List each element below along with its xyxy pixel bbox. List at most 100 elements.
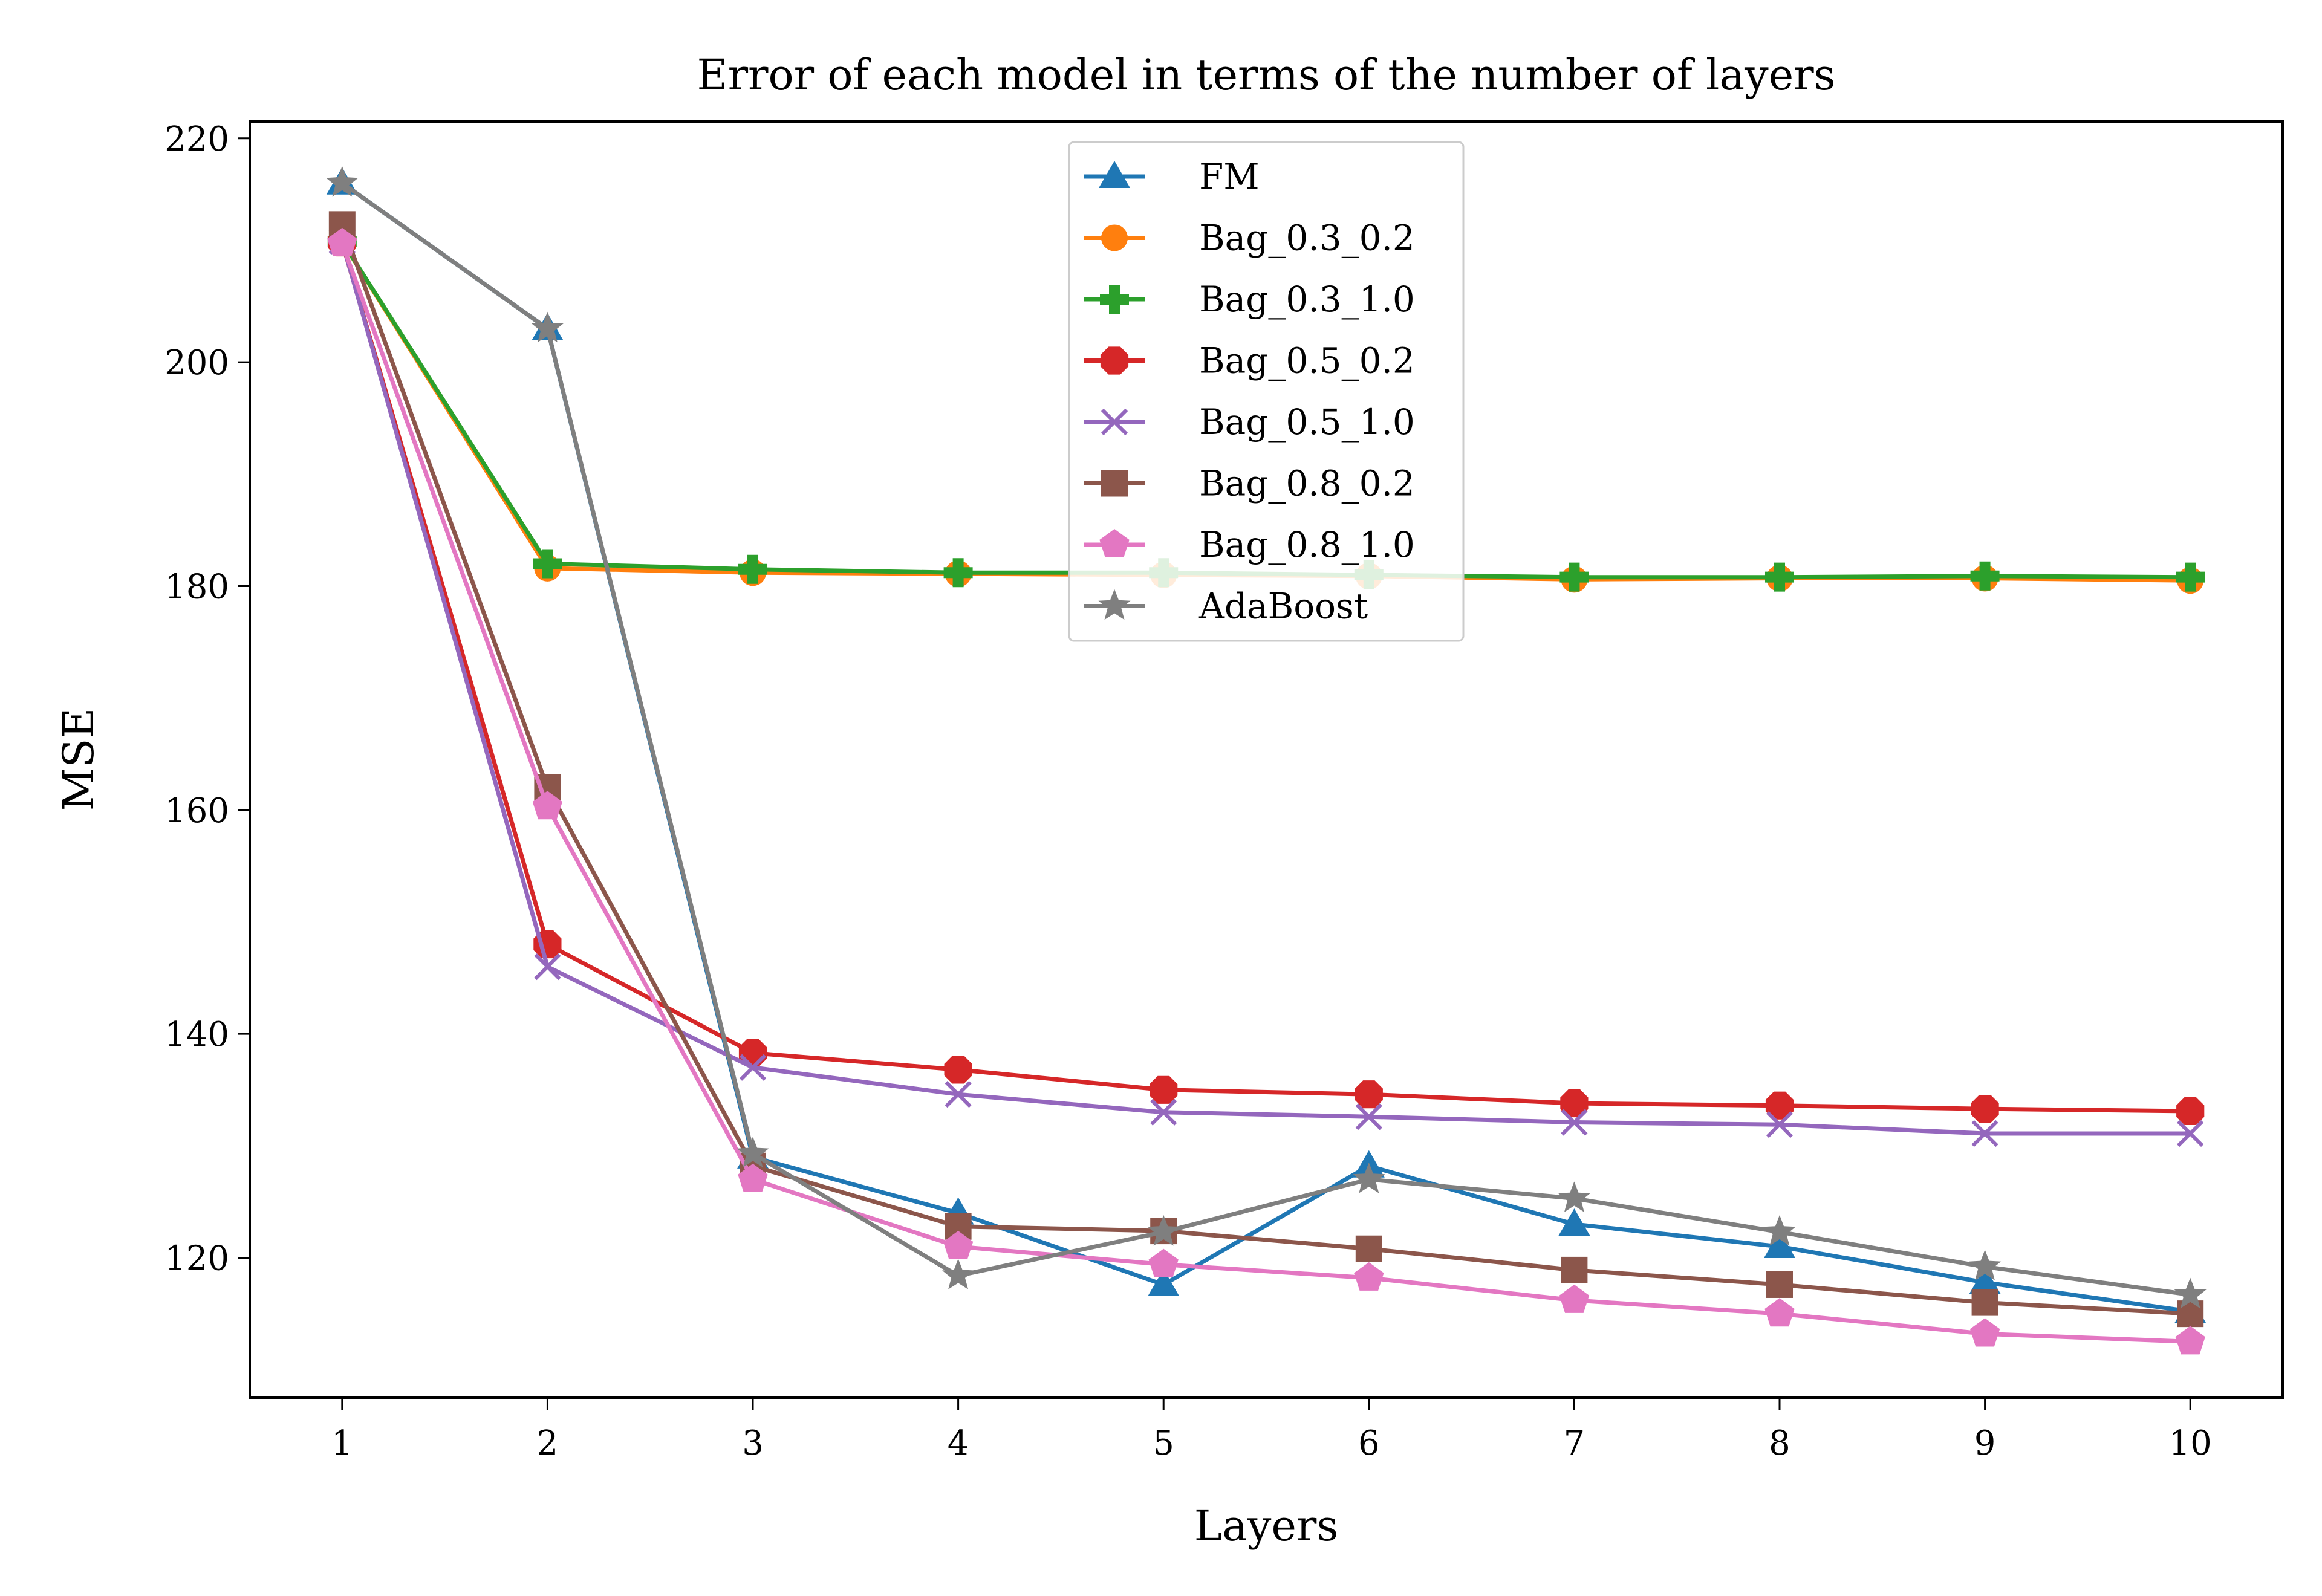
data-point-bag-0-5-1-0 [534,953,561,981]
data-point-bag-0-3-1-0 [1764,562,1794,592]
y-tick-label: 180 [164,567,229,606]
data-point-bag-0-5-0-2 [944,1056,972,1084]
x-tick-label: 8 [1769,1424,1790,1463]
legend: FM Bag_0.3_0.2 Bag_0.3_1.0 Bag_0.5_0.2 Bag_0… [1068,141,1465,642]
data-point-bag-0-8-1-0 [2175,1326,2205,1355]
x-tick-label: 10 [2169,1424,2212,1463]
legend-item-fm: FM [1084,156,1260,197]
data-point-adaboost [2174,1277,2207,1309]
y-tick-label: 160 [164,791,229,831]
data-point-bag-0-3-1-0 [943,558,973,588]
y-tick-label: 140 [164,1015,229,1054]
data-point-bag-0-8-0-2 [1766,1271,1793,1298]
legend-marker [1099,161,1130,188]
plot-frame [249,120,2284,1399]
data-point-adaboost [326,166,359,197]
y-axis-label: MSE [54,708,103,811]
legend-marker [1101,408,1128,436]
data-point-bag-0-5-1-0 [1766,1111,1794,1138]
data-point-bag-0-8-0-2 [1355,1235,1382,1262]
legend-item-bag-0-3-1-0: Bag_0.3_1.0 [1084,279,1415,320]
data-point-bag-0-8-1-0 [1969,1318,2000,1347]
y-tick-label: 200 [164,343,229,383]
legend-marker [1101,470,1128,497]
data-point-bag-0-8-1-0 [738,1163,768,1192]
data-point-adaboost [1969,1250,2002,1280]
x-tick-label: 3 [742,1424,764,1463]
data-point-bag-0-5-1-0 [1971,1120,1998,1147]
data-point-bag-0-8-1-0 [1764,1298,1795,1327]
data-point-bag-0-5-1-0 [739,1054,767,1081]
series-line-bag-0-8-0-2 [340,224,2191,1316]
series-adaboost [326,166,2207,1309]
data-point-bag-0-8-1-0 [1559,1284,1590,1313]
data-point-bag-0-3-1-0 [738,554,768,584]
data-point-fm [1148,1269,1180,1296]
data-point-bag-0-3-1-0 [1970,561,2000,591]
data-point-bag-0-8-1-0 [327,227,357,256]
data-point-bag-0-8-1-0 [1354,1262,1384,1291]
data-point-bag-0-5-1-0 [945,1081,972,1108]
legend-label: Bag_0.5_0.2 [1199,340,1415,381]
data-point-bag-0-8-0-2 [1971,1289,1998,1316]
x-tick-label: 4 [948,1424,969,1463]
data-point-bag-0-3-1-0 [533,549,562,579]
series-line-bag-0-5-1-0 [340,241,2191,1136]
legend-marker [1099,529,1130,557]
x-tick-label: 5 [1153,1424,1174,1463]
data-point-adaboost [942,1259,975,1289]
data-point-bag-0-8-1-0 [532,791,563,820]
legend-item-bag-0-8-1-0: Bag_0.8_1.0 [1084,524,1415,565]
legend-label: FM [1199,156,1260,197]
data-point-bag-0-8-1-0 [943,1231,974,1259]
legend-marker [1098,589,1131,620]
legend-label: Bag_0.8_1.0 [1199,524,1415,565]
legend-marker [1100,346,1129,375]
x-tick-label: 1 [331,1424,353,1463]
legend-marker [1101,224,1128,251]
data-point-bag-0-5-1-0 [2177,1120,2204,1147]
data-point-adaboost [531,311,564,343]
data-point-bag-0-8-0-2 [2177,1300,2204,1328]
legend-label: Bag_0.3_0.2 [1199,218,1415,259]
y-tick-label: 120 [164,1239,229,1279]
data-point-bag-0-3-1-0 [2176,562,2205,592]
data-point-adaboost [1353,1162,1385,1193]
data-point-fm [1969,1267,2001,1294]
data-point-bag-0-3-1-0 [1559,562,1589,592]
axes: 1 2 3 4 5 6 7 8 9 10 120 140 160 180 200 220 [164,120,2212,1463]
data-point-adaboost [1763,1215,1796,1246]
series-line-bag-0-8-1-0 [340,242,2191,1344]
data-point-bag-0-5-0-2 [1765,1091,1794,1120]
data-point-fm [1764,1231,1795,1258]
legend-item-bag-0-5-1-0: Bag_0.5_1.0 [1084,401,1415,443]
data-point-adaboost [1558,1181,1590,1212]
chart-title: Error of each model in terms of the numb… [697,50,1835,100]
legend-box [1068,141,1465,642]
data-point-adaboost [737,1137,769,1167]
data-point-bag-0-5-1-0 [1561,1109,1588,1136]
y-tick-label: 220 [164,120,229,159]
legend-label: Bag_0.8_0.2 [1199,463,1415,504]
data-point-bag-0-5-1-0 [1355,1103,1382,1130]
data-point-fm [1558,1208,1590,1236]
legend-item-bag-0-8-0-2: Bag_0.8_0.2 [1084,463,1415,504]
x-tick-label: 6 [1358,1424,1380,1463]
x-axis-label: Layers [1194,1501,1339,1551]
series-line-bag-0-5-0-2 [340,242,2191,1114]
series-line-adaboost [340,181,2191,1297]
legend-marker [1100,285,1129,314]
legend-item-adaboost: AdaBoost [1084,586,1368,627]
data-point-bag-0-5-0-2 [1354,1080,1383,1109]
data-point-bag-0-5-0-2 [1560,1089,1589,1118]
data-point-bag-0-5-0-2 [1150,1075,1178,1104]
data-point-bag-0-8-1-0 [1148,1248,1179,1277]
x-tick-label: 2 [537,1424,559,1463]
legend-item-bag-0-3-0-2: Bag_0.3_0.2 [1084,218,1415,259]
legend-item-bag-0-5-0-2: Bag_0.5_0.2 [1084,340,1415,381]
legend-label: Bag_0.3_1.0 [1199,279,1415,320]
legend-label: Bag_0.5_1.0 [1199,401,1415,443]
data-point-bag-0-8-0-2 [1561,1256,1588,1283]
data-point-bag-0-5-0-2 [2176,1097,2205,1125]
